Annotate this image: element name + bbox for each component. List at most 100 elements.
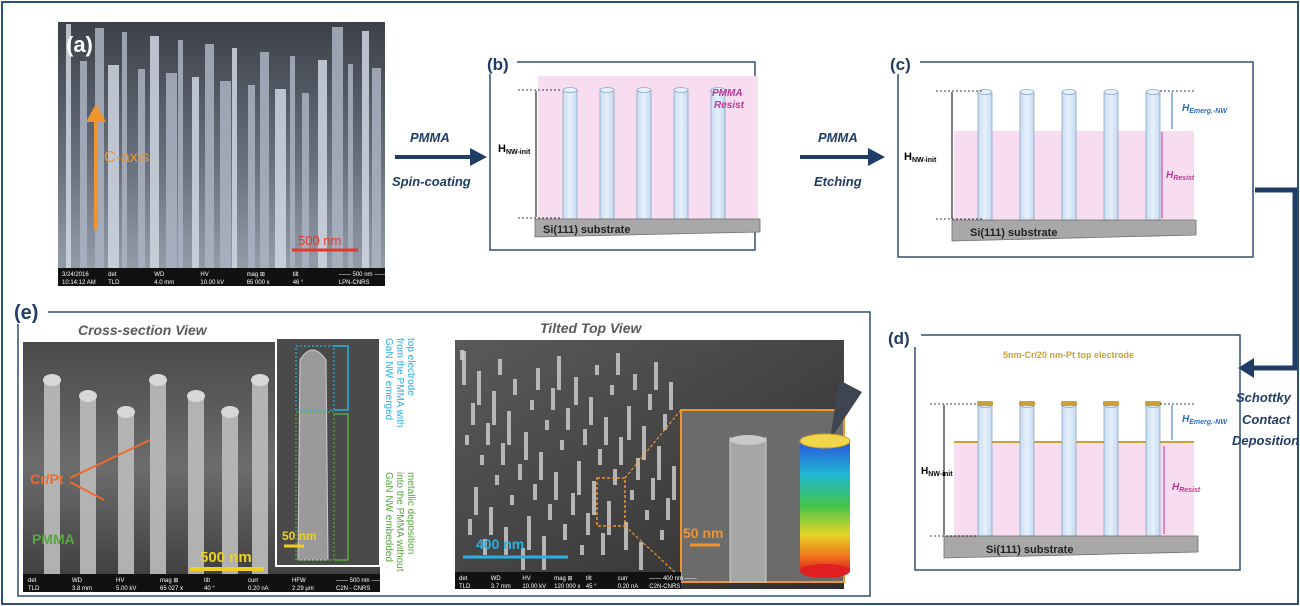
info-header-cell: HV [522, 576, 530, 582]
sem-nanowire [166, 73, 177, 268]
info-value-cell: 45 ° [586, 584, 597, 590]
sem-nanowire [465, 435, 469, 445]
zoom-connector-bottom [624, 525, 682, 579]
nanowire-top [1103, 89, 1119, 95]
nanowire-top [1145, 89, 1161, 95]
panel-c-substrate [951, 219, 1197, 242]
sem-nanowire [657, 446, 661, 480]
panel-b-letter-bg [485, 52, 517, 74]
panel-d-frame [914, 334, 1241, 571]
info-header-cell: curr [248, 578, 258, 584]
inset-emerged-box [295, 345, 335, 411]
sem-nanowire [574, 377, 578, 405]
panel-a-letter: (a) [66, 32, 93, 57]
panel-e-frame [17, 311, 871, 597]
nanowire-top [673, 87, 689, 93]
emerged-line-2: from the PMMA with [394, 338, 405, 427]
sem-nanowire [589, 397, 593, 425]
panel-a-info-text: 3/24/2016 det WD HV mag ⊞ tilt —— 500 nm —— 10:… [62, 272, 386, 286]
zoom-scale-label: 50 nm [683, 525, 723, 541]
sem-nanowire [518, 464, 522, 480]
emerged-line-1: GaN NW emerged [383, 338, 394, 420]
info-value-cell: C2N - CNRS [336, 586, 370, 592]
tilted-info-bar [455, 572, 681, 589]
embedded-line-1: GaN NW embedded [383, 472, 394, 562]
info-header-cell: WD [154, 272, 165, 278]
nanowire [636, 89, 652, 220]
sem-nanowire [595, 365, 599, 375]
embedded-line-2: into the PMMA without [394, 472, 405, 572]
pmma-label: PMMA [32, 531, 75, 547]
nanowire [1019, 404, 1035, 537]
tilted-info-text: det WD HV mag ⊞ tilt curr —— 400 nm —— TLD 3.7 m… [459, 576, 697, 590]
panel-b-nanowires [562, 87, 726, 220]
panel-e-letter-bg [8, 300, 48, 324]
nanowire-top [1019, 89, 1035, 95]
info-value-cell: TLD [108, 280, 120, 286]
top-electrode [977, 401, 993, 406]
sem-nanowire [178, 40, 183, 268]
sem-nanowire [545, 420, 549, 430]
info-value-cell: 10:14:12 AM [62, 280, 96, 286]
sem-nanowire [560, 440, 564, 450]
info-header-cell: HFW [292, 578, 306, 584]
info-header-cell: mag ⊞ [247, 272, 265, 278]
sem-nanowire [672, 466, 676, 500]
panel-d-emerg-label: HEmerg.-NW [1182, 414, 1228, 426]
nanowire-top [1061, 89, 1077, 95]
afm-tip [830, 380, 862, 440]
info-value-cell: 2.29 µm [292, 586, 314, 592]
sem-nanowire [586, 513, 590, 535]
top-electrode [1019, 401, 1035, 406]
nanowire [977, 404, 993, 537]
sem-nanowire [613, 469, 617, 485]
nanowire-top [977, 89, 993, 95]
sem-nanowire-tip [187, 390, 205, 402]
arrow-schottky: Schottky Contact Deposition [1232, 187, 1299, 448]
panel-c-nanowires [977, 89, 1161, 221]
electrode-label: 5nm-Cr/20 nm-Pt top electrode [1003, 350, 1134, 360]
sem-nanowire [521, 548, 525, 570]
sem-nanowire [663, 414, 667, 430]
panel-c-letter-bg [888, 52, 920, 74]
emerged-bracket [334, 345, 349, 411]
sem-nanowire [651, 478, 655, 500]
panel-c-letter: (c) [890, 55, 911, 74]
embedded-annotation: GaN NW embedded into the PMMA without me… [383, 472, 416, 572]
sem-nanowire [66, 24, 71, 268]
sem-nanowire [205, 44, 214, 268]
sem-nanowire [598, 449, 602, 465]
panel-b-substrate-label: Si(111) substrate [543, 224, 630, 236]
sem-nanowire [633, 374, 637, 390]
panel-a-info-bar [58, 268, 385, 286]
sem-nanowire [627, 406, 631, 440]
embedded-bracket [334, 413, 349, 561]
info-header-cell: tilt [586, 576, 592, 582]
sem-nanowire [471, 403, 475, 425]
sem-nanowire [504, 527, 508, 555]
sem-nanowire [489, 507, 493, 535]
info-value-cell: 3.7 mm [491, 584, 511, 590]
info-header-cell: mag ⊞ [160, 578, 178, 584]
cross-section-nanowires [43, 374, 269, 574]
sem-nanowire-tip [251, 374, 269, 386]
cross-scale-label: 500 nm [200, 549, 252, 566]
info-header-cell: curr [618, 576, 628, 582]
spin-arrowhead [470, 148, 487, 166]
nanowire-top [562, 87, 578, 93]
sem-nanowire [108, 65, 119, 268]
sem-nanowire [275, 89, 286, 268]
sem-nanowire [669, 382, 673, 410]
sem-nanowire [222, 412, 238, 574]
info-header-cell: HV [116, 578, 124, 584]
zoom-nanowire [729, 437, 767, 583]
sem-nanowire [583, 429, 587, 445]
panel-e: (e) Cross-section View Tilted Top View 5… [8, 300, 871, 597]
nanowire [1103, 404, 1119, 537]
info-value-cell: 5.00 kV [116, 586, 136, 592]
cross-info-bar [23, 574, 380, 592]
inset-scale-label: 50 nm [282, 529, 317, 543]
tilted-nanowires [460, 350, 676, 570]
sem-nanowire [654, 362, 658, 390]
